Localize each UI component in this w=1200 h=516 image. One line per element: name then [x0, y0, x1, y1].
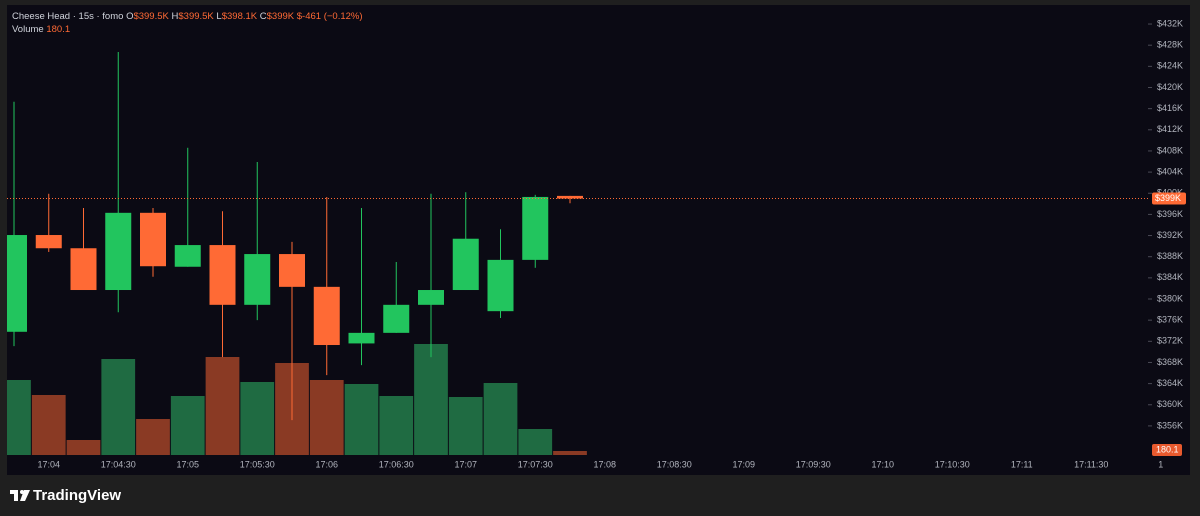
- x-tick-label: 17:07: [454, 459, 477, 469]
- y-tick-label: $416K: [1157, 103, 1183, 113]
- high-value: $399.5K: [178, 11, 214, 22]
- candle-body: [557, 195, 583, 199]
- y-tick-label: $424K: [1157, 61, 1183, 71]
- candle-body: [105, 212, 132, 291]
- y-tick-label: $408K: [1157, 145, 1183, 155]
- x-tick-label: 17:07:30: [518, 459, 553, 469]
- x-tick-label: 17:08: [593, 459, 616, 469]
- open-value: $399.5K: [133, 11, 169, 22]
- volume-bar: [205, 357, 240, 455]
- close-label: C: [260, 11, 267, 22]
- last-price-tag: [1152, 192, 1186, 205]
- candle-body: [7, 235, 27, 332]
- candle-body: [313, 286, 340, 346]
- high-label: H: [172, 11, 179, 22]
- y-tick-label: $372K: [1157, 336, 1183, 346]
- candle-body: [70, 248, 97, 291]
- x-tick-label: 17:04:30: [101, 459, 136, 469]
- candle-body: [487, 259, 514, 312]
- change-value: $-461 (−0.12%): [297, 11, 363, 22]
- volume-bar: [553, 450, 587, 455]
- candle-body: [244, 254, 271, 305]
- volume-legend: Volume 180.1: [12, 24, 70, 35]
- volume-tag-label: 180.1: [1156, 444, 1179, 454]
- volume-value: 180.1: [46, 24, 70, 35]
- y-tick-label: $420K: [1157, 82, 1183, 92]
- volume-bar: [7, 380, 31, 455]
- x-tick-label: 1: [1158, 459, 1163, 469]
- x-tick-label: 17:06: [315, 459, 338, 469]
- volume-bar: [101, 359, 136, 455]
- legend-line: Cheese Head · 15s · fomo O$399.5K H$399.…: [12, 11, 363, 22]
- volume-bar: [136, 419, 170, 455]
- volume-bar: [379, 396, 414, 455]
- y-tick-label: $356K: [1157, 420, 1183, 430]
- volume-bar: [414, 344, 448, 455]
- volume-label: Volume: [12, 24, 44, 35]
- volume-bar: [309, 380, 344, 455]
- y-tick-label: $376K: [1157, 315, 1183, 325]
- plot-area: [7, 52, 587, 455]
- candle-body: [279, 254, 305, 287]
- brand-name[interactable]: TradingView: [33, 487, 121, 504]
- volume-bar: [170, 396, 205, 455]
- candle-body: [35, 235, 62, 249]
- candle-body: [209, 245, 236, 305]
- candle-body: [140, 212, 166, 267]
- y-tick-label: $428K: [1157, 40, 1183, 50]
- x-tick-label: 17:08:30: [657, 459, 692, 469]
- candle-body: [522, 196, 549, 260]
- volume-tag: [1152, 443, 1182, 456]
- symbol-title: Cheese Head · 15s · fomo: [12, 11, 123, 22]
- x-tick-label: 17:04: [37, 459, 60, 469]
- x-tick-label: 17:11:30: [1074, 459, 1108, 469]
- y-tick-label: $368K: [1157, 357, 1183, 367]
- volume-bar: [31, 395, 66, 455]
- y-tick-label: $432K: [1157, 18, 1183, 28]
- candle-body: [174, 245, 201, 267]
- y-tick-label: $380K: [1157, 293, 1183, 303]
- low-value: $398.1K: [222, 11, 258, 22]
- x-tick-label: 17:09: [732, 459, 755, 469]
- volume-bar: [344, 384, 379, 455]
- y-tick-label: $404K: [1157, 166, 1183, 176]
- x-tick-label: 17:11: [1011, 459, 1033, 469]
- last-price-label: $399K: [1155, 193, 1181, 203]
- y-tick-label: $396K: [1157, 209, 1183, 219]
- open-label: O: [126, 11, 133, 22]
- close-value: $399K: [267, 11, 295, 22]
- y-tick-label: $388K: [1157, 251, 1183, 261]
- candle-body: [348, 332, 375, 344]
- brand-logo: [10, 490, 30, 501]
- y-tick-label: $360K: [1157, 399, 1183, 409]
- volume-bar: [240, 382, 275, 455]
- y-tick-label: $364K: [1157, 378, 1183, 388]
- y-tick-label: $384K: [1157, 272, 1183, 282]
- low-label: L: [216, 11, 221, 22]
- candle-body: [418, 290, 444, 305]
- volume-bar: [483, 383, 518, 455]
- x-tick-label: 17:09:30: [796, 459, 831, 469]
- x-tick-label: 17:05: [176, 459, 199, 469]
- candle-body: [383, 304, 410, 333]
- x-tick-label: 17:06:30: [379, 459, 414, 469]
- x-tick-label: 17:10: [871, 459, 894, 469]
- y-tick-label: $412K: [1157, 124, 1183, 134]
- volume-bar: [448, 397, 483, 455]
- x-tick-label: 17:10:30: [935, 459, 970, 469]
- candle-body: [452, 238, 479, 291]
- x-tick-label: 17:05:30: [240, 459, 275, 469]
- y-tick-label: $392K: [1157, 230, 1183, 240]
- volume-bar: [66, 440, 101, 455]
- volume-bar: [518, 429, 553, 455]
